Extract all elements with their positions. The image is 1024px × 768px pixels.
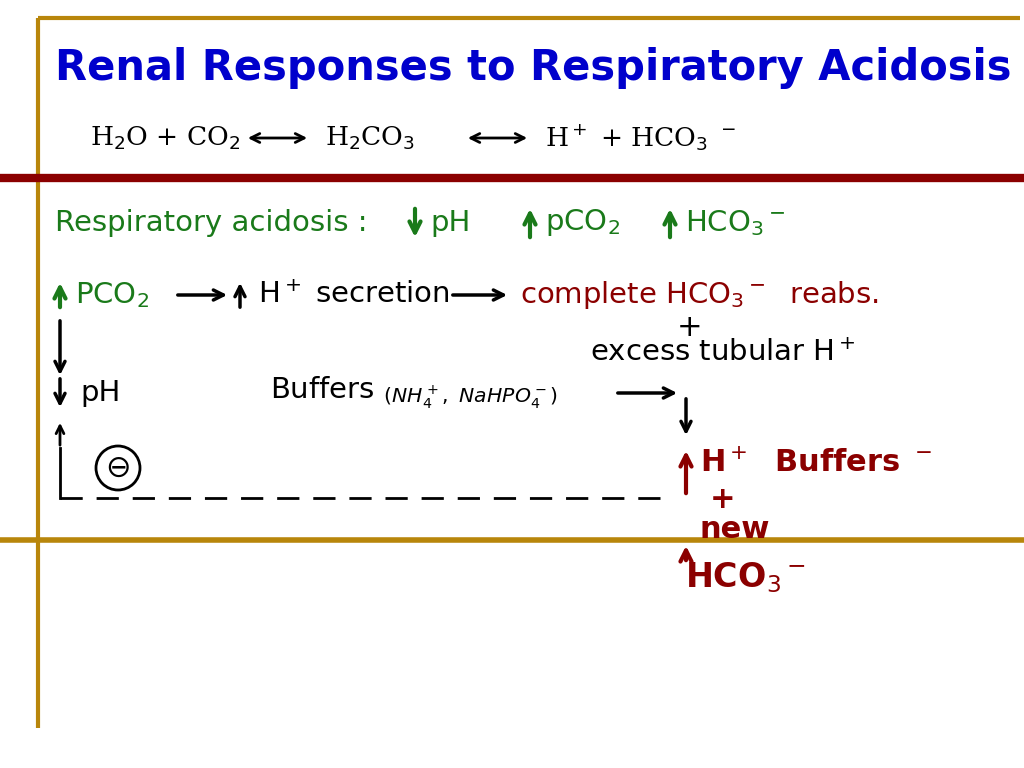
Text: H$^+$ + HCO$_3$ $^-$: H$^+$ + HCO$_3$ $^-$ [545, 123, 736, 154]
Text: Renal Responses to Respiratory Acidosis: Renal Responses to Respiratory Acidosis [55, 47, 1012, 89]
Text: Respiratory acidosis :: Respiratory acidosis : [55, 209, 368, 237]
Text: HCO$_3$$^-$: HCO$_3$$^-$ [685, 208, 785, 238]
Text: HCO$_3$$^-$: HCO$_3$$^-$ [685, 561, 806, 595]
Text: Buffers $_{(NH_4^+,\ NaHPO_4^-)}$: Buffers $_{(NH_4^+,\ NaHPO_4^-)}$ [270, 375, 558, 411]
Text: +: + [677, 313, 702, 343]
Text: new: new [700, 515, 770, 545]
Text: excess tubular H$^+$: excess tubular H$^+$ [590, 339, 856, 367]
Text: H$_2$CO$_3$: H$_2$CO$_3$ [325, 124, 415, 152]
Text: H$^+$  Buffers $^-$: H$^+$ Buffers $^-$ [700, 449, 932, 478]
Text: pH: pH [430, 209, 470, 237]
Text: H$_2$O + CO$_2$: H$_2$O + CO$_2$ [90, 124, 241, 152]
Text: +: + [710, 485, 735, 515]
Text: pH: pH [80, 379, 121, 407]
Text: ⊖: ⊖ [105, 453, 131, 482]
Text: PCO$_2$: PCO$_2$ [75, 280, 148, 310]
Text: pCO$_2$: pCO$_2$ [545, 207, 620, 239]
Text: H$^+$ secretion: H$^+$ secretion [258, 281, 450, 309]
Text: complete HCO$_3$$^-$  reabs.: complete HCO$_3$$^-$ reabs. [520, 279, 879, 311]
